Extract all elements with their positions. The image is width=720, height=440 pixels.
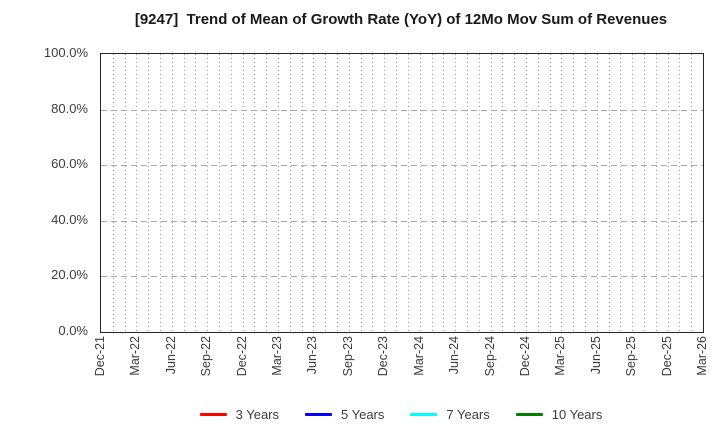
vertical-gridline	[525, 54, 527, 332]
vertical-gridline	[360, 54, 362, 332]
vertical-gridline	[195, 54, 197, 332]
x-tick-label: Dec-22	[234, 336, 249, 377]
x-tick-label: Dec-24	[517, 336, 532, 377]
vertical-gridline	[242, 54, 244, 332]
vertical-gridline	[596, 54, 598, 332]
vertical-gridline	[455, 54, 457, 332]
legend-line-swatch	[515, 412, 543, 416]
horizontal-gridline	[101, 276, 703, 278]
vertical-gridline	[160, 54, 162, 332]
vertical-gridline	[561, 54, 563, 332]
legend-line-swatch	[305, 412, 332, 416]
horizontal-gridline	[101, 220, 703, 222]
x-tick-label: Mar-23	[270, 336, 285, 376]
vertical-gridline	[266, 54, 268, 332]
x-tick-label: Sep-23	[340, 336, 355, 377]
y-tick-label: 40.0%	[51, 211, 88, 227]
vertical-gridline	[372, 54, 374, 332]
vertical-gridline	[419, 54, 421, 332]
y-tick-label: 20.0%	[51, 267, 88, 283]
x-tick-label: Jun-22	[163, 336, 178, 375]
x-tick-label: Jun-23	[305, 336, 320, 375]
legend-label: 7 Years	[446, 406, 490, 422]
horizontal-gridline	[101, 165, 703, 167]
vertical-gridline	[348, 54, 350, 332]
vertical-gridline	[254, 54, 256, 332]
vertical-gridline	[466, 54, 468, 332]
legend-item: 10 Years	[515, 406, 603, 422]
vertical-gridline	[219, 54, 221, 332]
vertical-gridline	[230, 54, 232, 332]
x-tick-label: Mar-25	[553, 336, 568, 376]
vertical-gridline	[643, 54, 645, 332]
x-tick-label: Jun-24	[447, 336, 462, 375]
y-tick-label: 80.0%	[51, 100, 88, 116]
y-tick-label: 100.0%	[43, 45, 88, 60]
x-tick-label: Dec-25	[659, 336, 674, 377]
vertical-gridline	[490, 54, 492, 332]
x-tick-label: Dec-21	[93, 336, 107, 377]
vertical-gridline	[289, 54, 291, 332]
vertical-gridline	[667, 54, 669, 332]
vertical-gridline	[584, 54, 586, 332]
vertical-gridline	[325, 54, 327, 332]
vertical-gridline	[136, 54, 138, 332]
legend-item: 3 Years	[199, 406, 279, 422]
chart-title: [9247] Trend of Mean of Growth Rate (YoY…	[134, 11, 668, 28]
legend-label: 10 Years	[551, 406, 603, 422]
horizontal-gridline	[101, 109, 703, 111]
vertical-gridline	[549, 54, 551, 332]
x-tick-label: Dec-23	[376, 336, 391, 377]
vertical-gridline	[278, 54, 280, 332]
vertical-gridline	[407, 54, 409, 332]
vertical-gridline	[337, 54, 339, 332]
x-tick-label: Sep-24	[482, 336, 497, 377]
x-tick-label: Jun-25	[588, 336, 603, 375]
vertical-gridline	[514, 54, 516, 332]
vertical-gridline	[183, 54, 185, 332]
y-tick-label: 60.0%	[51, 156, 88, 172]
vertical-gridline	[124, 54, 126, 332]
vertical-gridline	[632, 54, 634, 332]
legend: 3 Years 5 Years 7 Years 10 Years	[100, 401, 702, 427]
vertical-gridline	[537, 54, 539, 332]
vertical-gridline	[655, 54, 657, 332]
vertical-gridline	[112, 54, 114, 332]
vertical-gridline	[573, 54, 575, 332]
vertical-gridline	[679, 54, 681, 332]
vertical-gridline	[608, 54, 610, 332]
x-tick-label: Mar-26	[695, 336, 709, 376]
vertical-gridline	[620, 54, 622, 332]
legend-line-swatch	[410, 412, 438, 416]
vertical-gridline	[691, 54, 693, 332]
legend-line-swatch	[199, 412, 227, 416]
vertical-gridline	[502, 54, 504, 332]
legend-label: 3 Years	[235, 406, 279, 422]
vertical-gridline	[431, 54, 433, 332]
legend-label: 5 Years	[341, 406, 385, 422]
vertical-gridline	[478, 54, 480, 332]
x-tick-label: Sep-25	[624, 336, 639, 377]
x-tick-label: Sep-22	[199, 336, 214, 377]
vertical-gridline	[384, 54, 386, 332]
vertical-gridline	[443, 54, 445, 332]
vertical-gridline	[148, 54, 150, 332]
x-tick-label: Mar-22	[128, 336, 143, 376]
vertical-gridline	[301, 54, 303, 332]
legend-item: 7 Years	[410, 406, 490, 422]
vertical-gridline	[207, 54, 209, 332]
x-tick-label: Mar-24	[411, 336, 426, 376]
vertical-gridline	[171, 54, 173, 332]
vertical-gridline	[396, 54, 398, 332]
y-tick-label: 0.0%	[58, 323, 88, 338]
vertical-gridline	[313, 54, 315, 332]
plot-area	[100, 53, 704, 333]
legend-item: 5 Years	[305, 407, 384, 422]
